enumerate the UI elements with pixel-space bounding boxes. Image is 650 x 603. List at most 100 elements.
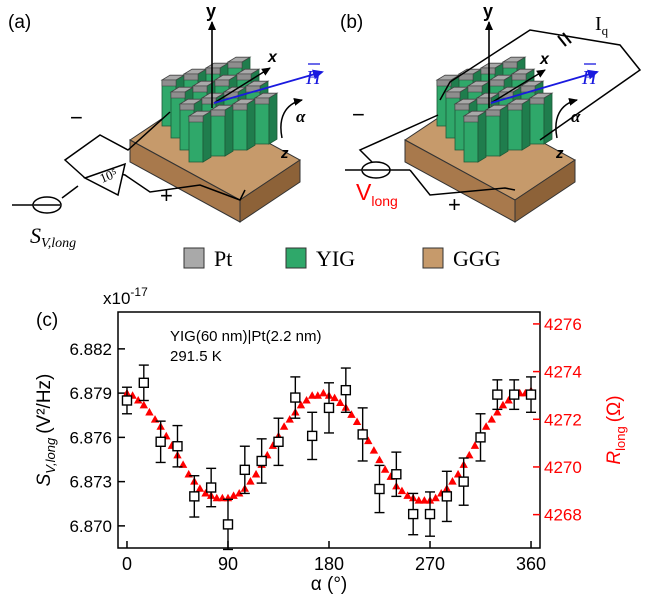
r-long-point — [302, 396, 311, 404]
pt-cap — [454, 103, 470, 111]
yig-bar-side — [477, 110, 487, 163]
s-v-long-point — [239, 464, 251, 476]
yig-bar-front — [463, 115, 479, 163]
y-axis-label-a: y — [206, 1, 216, 21]
s-v-long-point — [340, 384, 352, 396]
r-long-point — [229, 491, 238, 499]
legend-label-yig: YIG — [316, 246, 355, 271]
pt-cap — [236, 73, 252, 81]
right-tick-label: 4270 — [544, 458, 582, 477]
s-v-long-point — [441, 491, 453, 502]
amplifier-label: 10⁵ — [98, 165, 120, 185]
legend-swatch-pt — [183, 247, 205, 269]
panel-a: (a) 10⁵ − + SV,long y x — [8, 1, 324, 251]
r-long-point — [493, 407, 502, 416]
r-long-point — [296, 400, 306, 409]
x-tick-label-180: 180 — [314, 554, 344, 574]
legend-label-ggg: GGG — [453, 246, 501, 271]
yig-bar-side — [202, 110, 212, 163]
yig-bar-side — [268, 92, 278, 145]
x-axis-label: α (°) — [311, 574, 348, 595]
s-v-long-point — [357, 429, 368, 440]
left-tick-label: 6.873 — [69, 473, 112, 492]
current-symbol: Iq — [595, 13, 609, 38]
pt-cap — [480, 67, 496, 75]
r-long-point — [420, 496, 429, 504]
pt-cap — [511, 73, 527, 81]
r-long-point — [364, 436, 373, 445]
s-v-long-point — [205, 482, 217, 493]
pt-cap — [205, 67, 221, 75]
s-v-long-point — [155, 436, 166, 447]
right-axis-label: Rlong(Ω) — [604, 395, 628, 464]
minus-sign-a: − — [70, 105, 83, 130]
r-long-point — [336, 398, 345, 406]
r-long-point — [319, 388, 328, 397]
x-axis-label-a: x — [267, 49, 278, 66]
x-tick-label-90: 90 — [218, 554, 238, 574]
r-long-point — [448, 477, 457, 485]
yig-bar-side — [499, 104, 509, 157]
pt-cap — [436, 79, 452, 87]
s-v-long-point — [525, 389, 537, 400]
r-long-point — [403, 491, 412, 499]
pt-cap — [232, 103, 248, 111]
right-tick-label: 4274 — [544, 363, 582, 382]
s-v-long-point — [306, 430, 318, 442]
r-long-point — [465, 450, 474, 459]
s-v-long-point — [508, 389, 520, 400]
r-long-point — [504, 396, 513, 404]
s-v-long-point — [273, 436, 284, 447]
coordinate-axes-b — [485, 21, 599, 139]
r-long-point — [498, 400, 508, 409]
plus-sign-b: + — [448, 192, 461, 217]
pt-cap — [214, 79, 230, 87]
s-v-long-point — [138, 377, 150, 388]
pt-cap — [179, 103, 195, 111]
r-long-point — [397, 486, 407, 495]
s-v-long-point — [121, 395, 133, 406]
yig-bar-front — [188, 115, 204, 163]
x-tick-label-270: 270 — [415, 554, 445, 574]
left-axis-label: SV,long(V²/Hz) — [34, 374, 58, 487]
right-tick-label: 4276 — [544, 315, 582, 334]
pt-cap — [489, 79, 505, 87]
legend-swatch-ggg — [422, 247, 444, 269]
s-v-long-point — [189, 491, 200, 502]
r-long-point — [307, 391, 317, 399]
minus-sign-b: − — [352, 102, 365, 127]
r-long-point — [347, 410, 356, 418]
right-tick-label: 4272 — [544, 410, 582, 429]
r-long-point — [212, 493, 221, 502]
yig-bar-front — [529, 97, 545, 145]
temperature-annotation: 291.5 K — [170, 348, 222, 365]
r-long-point — [470, 441, 480, 449]
r-long-point — [178, 460, 188, 468]
s-v-long-point — [222, 519, 234, 530]
pt-cap — [463, 115, 479, 123]
circuit-b — [345, 29, 642, 196]
chart-layer: 0 90 180 270 360 6.870 6.873 6.876 6.879 6.882 426… — [69, 315, 581, 574]
s-v-long-point — [407, 508, 419, 520]
left-tick-label: 6.876 — [69, 428, 112, 447]
r-long-point — [431, 493, 440, 502]
pt-cap — [529, 97, 545, 105]
legend-swatch-yig — [285, 247, 307, 269]
panel-label-b: (b) — [340, 12, 363, 33]
r-long-point — [279, 422, 289, 430]
pt-cap — [183, 73, 199, 81]
angle-label-b: α — [571, 107, 581, 126]
pt-cap — [254, 97, 270, 105]
yig-pt-stack-a — [160, 56, 279, 163]
r-long-point — [313, 391, 322, 399]
yig-bar-front — [254, 97, 270, 145]
r-long-point — [453, 469, 463, 478]
yig-bar-front — [232, 103, 248, 151]
left-tick-label: 6.870 — [69, 517, 112, 536]
left-tick-label: 6.882 — [69, 340, 112, 359]
right-tick-label: 4268 — [544, 506, 582, 525]
voltage-symbol: Vlong — [356, 179, 398, 209]
r-long-point — [330, 393, 339, 402]
field-label-a: H — [305, 67, 322, 89]
